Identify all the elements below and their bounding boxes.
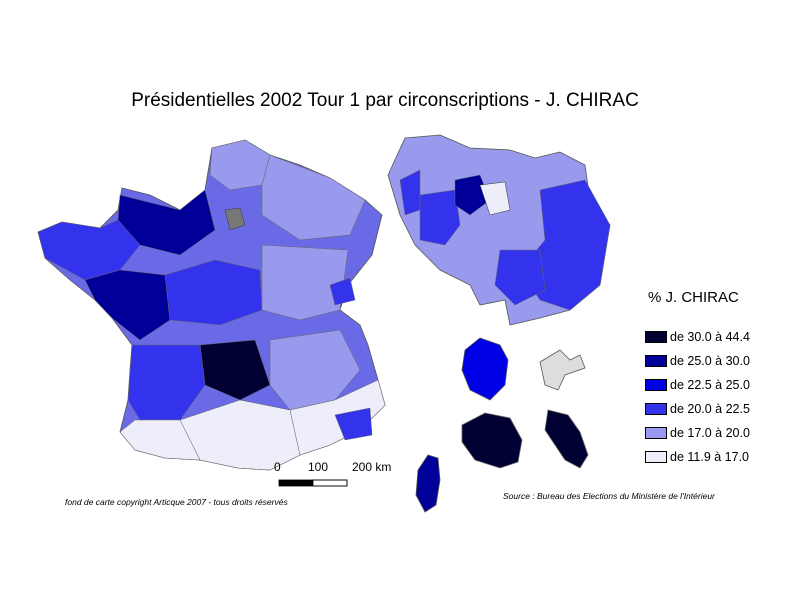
legend-swatch [645, 331, 667, 343]
legend-label: de 17.0 à 20.0 [670, 426, 750, 440]
legend-item: de 20.0 à 22.5 [645, 397, 750, 421]
legend-label: de 11.9 à 17.0 [670, 450, 750, 464]
scale-label-100: 100 [308, 460, 329, 474]
region-cote-azur [334, 407, 373, 441]
region-bretagne [37, 219, 141, 281]
region-bourgogne [261, 244, 349, 321]
france-mainland [37, 139, 386, 471]
region-nord-est [261, 154, 366, 241]
map-title: Présidentielles 2002 Tour 1 par circonsc… [131, 90, 639, 111]
legend-item: de 25.0 à 30.0 [645, 349, 750, 373]
legend: de 30.0 à 44.4 de 25.0 à 30.0 de 22.5 à … [645, 325, 750, 469]
scale-label-0: 0 [274, 460, 281, 474]
legend-title: % J. CHIRAC [648, 289, 739, 306]
legend-item: de 11.9 à 17.0 [645, 445, 750, 469]
legend-item: de 22.5 à 25.0 [645, 373, 750, 397]
legend-label: de 20.0 à 22.5 [670, 402, 750, 416]
legend-swatch [645, 355, 667, 367]
legend-label: de 25.0 à 30.0 [670, 354, 750, 368]
idf-yvelines-ouest [399, 169, 421, 216]
legend-label: de 30.0 à 44.4 [670, 330, 750, 344]
region-paris [224, 207, 246, 231]
idf-paris [479, 181, 511, 216]
source-note: Source : Bureau des Elections du Ministè… [503, 491, 715, 501]
legend-swatch [645, 427, 667, 439]
region-jura [329, 277, 356, 306]
legend-label: de 22.5 à 25.0 [670, 378, 750, 392]
scale-label-200: 200 km [352, 460, 392, 474]
legend-item: de 17.0 à 20.0 [645, 421, 750, 445]
legend-swatch [645, 451, 667, 463]
region-midi [179, 399, 301, 471]
guyane [461, 337, 509, 401]
region-pays-de-loire [84, 269, 171, 341]
reunion [461, 412, 523, 469]
corse [415, 454, 441, 513]
legend-item: de 30.0 à 44.4 [645, 325, 750, 349]
guadeloupe [539, 349, 586, 391]
scale-bar [278, 479, 348, 487]
copyright-note: fond de carte copyright Articque 2007 - … [65, 497, 288, 507]
ile-de-france-inset [387, 134, 611, 326]
region-sud-ouest [119, 419, 201, 461]
legend-swatch [645, 403, 667, 415]
martinique [544, 409, 589, 469]
idf-yvelines [419, 189, 461, 246]
legend-swatch [645, 379, 667, 391]
idf-essonne [494, 249, 546, 306]
